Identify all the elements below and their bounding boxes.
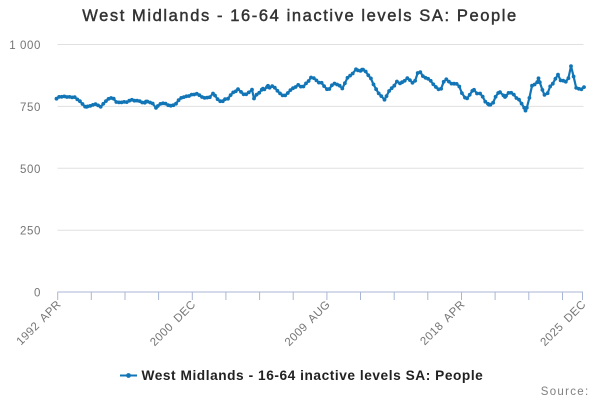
svg-text:West Midlands - 16-64 inactive: West Midlands - 16-64 inactive levels SA… (82, 7, 518, 25)
svg-text:750: 750 (20, 102, 41, 114)
svg-text:500: 500 (20, 164, 41, 176)
svg-text:West Midlands - 16-64 inactive: West Midlands - 16-64 inactive levels SA… (142, 368, 484, 383)
svg-text:0: 0 (34, 288, 41, 300)
svg-text:Source:: Source: (541, 386, 590, 398)
svg-text:1 000: 1 000 (9, 40, 41, 52)
svg-text:250: 250 (20, 226, 41, 238)
